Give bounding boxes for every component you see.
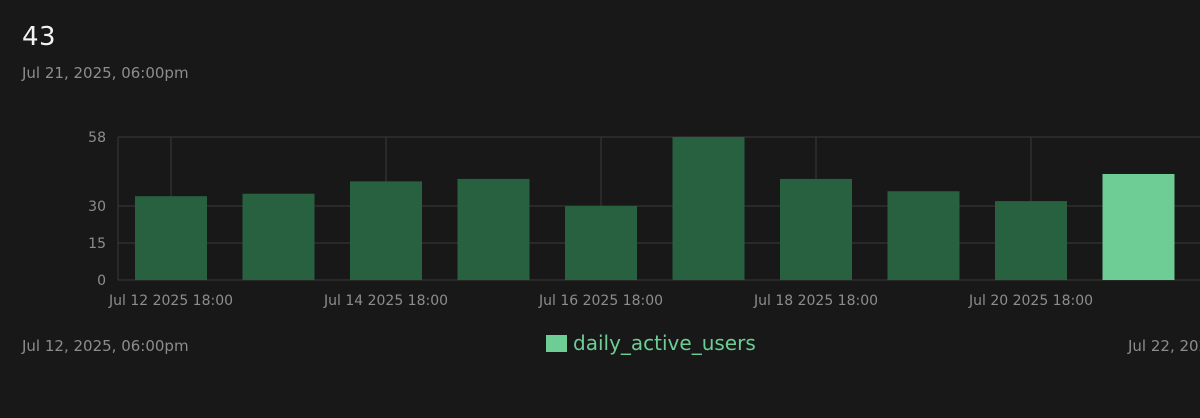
- bar-chart: 0 15 30 58 Jul 12 2025 18:00 Jul 14 2025 18:0…: [88, 130, 1200, 309]
- legend[interactable]: daily_active_users: [546, 331, 756, 355]
- y-tick-label: 15: [88, 236, 106, 252]
- bar: [135, 196, 207, 280]
- bar-highlighted: [1102, 173, 1175, 280]
- bar: [350, 181, 422, 280]
- y-tick-label: 58: [88, 130, 106, 146]
- bar: [457, 178, 530, 280]
- bar: [242, 193, 315, 280]
- bar: [565, 206, 637, 280]
- x-tick-label: Jul 20 2025 18:00: [968, 293, 1093, 309]
- range-start-label: Jul 12, 2025, 06:00pm: [22, 337, 189, 355]
- current-value: 43: [22, 22, 57, 52]
- bar: [672, 137, 745, 280]
- x-tick-label: Jul 12 2025 18:00: [108, 293, 233, 309]
- bar: [995, 201, 1067, 280]
- x-tick-label: Jul 16 2025 18:00: [538, 293, 663, 309]
- y-tick-label: 0: [97, 273, 106, 289]
- x-tick-label: Jul 14 2025 18:00: [323, 293, 448, 309]
- legend-swatch: [546, 334, 567, 352]
- legend-label: daily_active_users: [573, 331, 756, 355]
- bar: [887, 191, 960, 280]
- current-timestamp: Jul 21, 2025, 06:00pm: [22, 64, 189, 82]
- range-end-label: Jul 22, 2025, 06:00pm: [1128, 337, 1200, 355]
- bar: [780, 178, 852, 280]
- x-tick-label: Jul 18 2025 18:00: [753, 293, 878, 309]
- y-tick-label: 30: [88, 199, 106, 215]
